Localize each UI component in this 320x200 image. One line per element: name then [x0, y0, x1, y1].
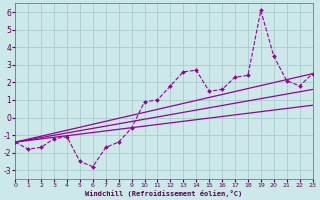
X-axis label: Windchill (Refroidissement éolien,°C): Windchill (Refroidissement éolien,°C) [85, 190, 243, 197]
